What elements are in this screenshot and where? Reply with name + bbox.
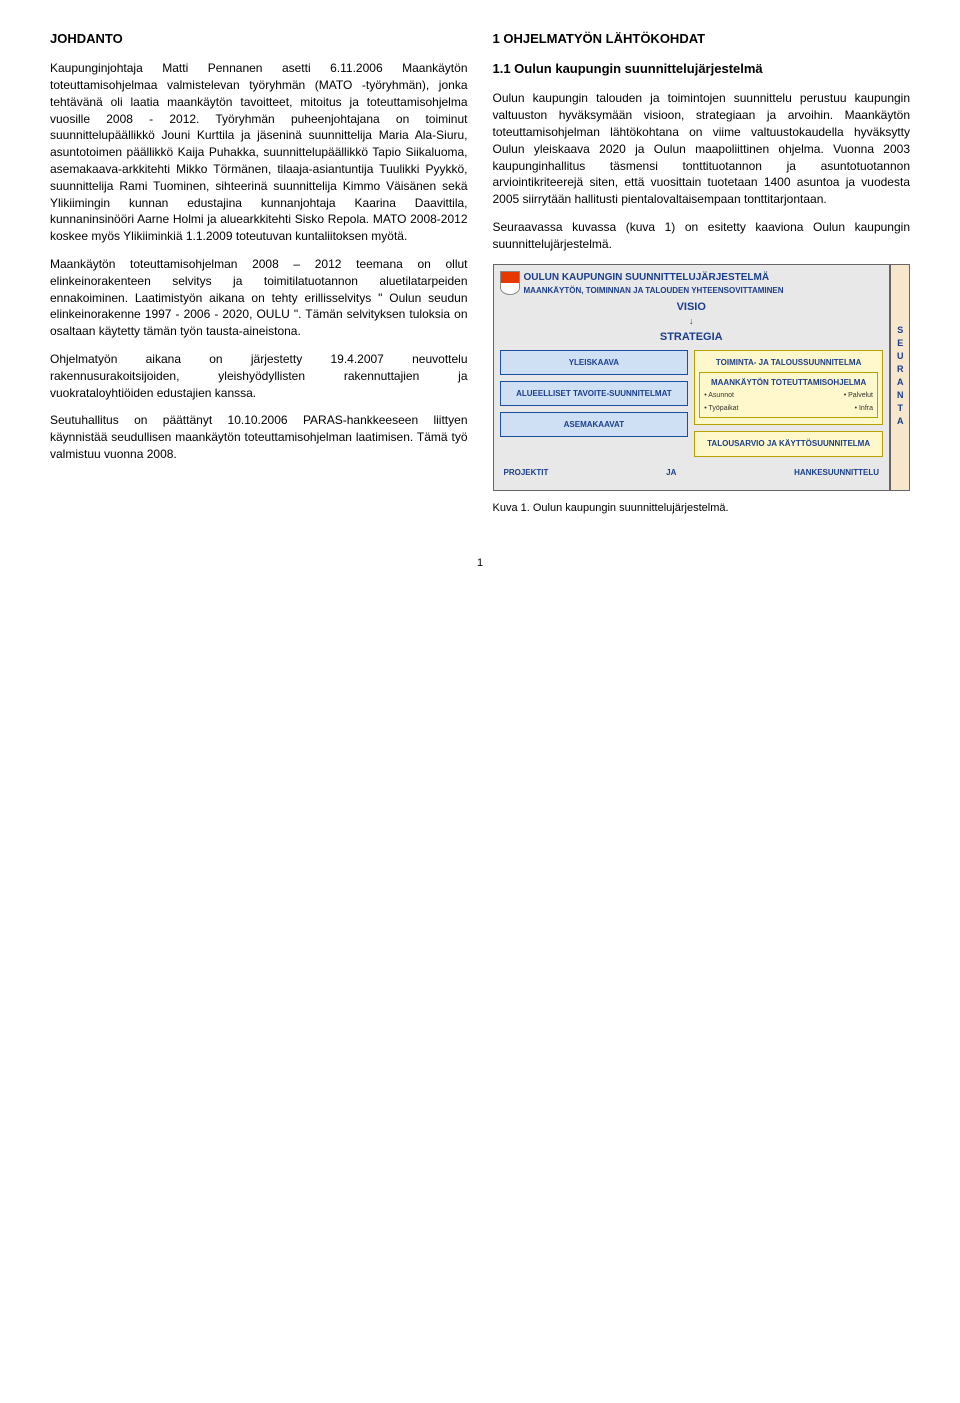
- diagram-caption: Kuva 1. Oulun kaupungin suunnittelujärje…: [493, 501, 911, 516]
- label-projektit: PROJEKTIT: [504, 467, 549, 478]
- diagram: OULUN KAUPUNGIN SUUNNITTELUJÄRJESTELMÄ M…: [493, 264, 891, 491]
- box-toiminta: TOIMINTA- JA TALOUSSUUNNITELMA MAANKÄYTÖ…: [694, 350, 883, 426]
- label-ja: JA: [666, 467, 676, 478]
- bullet-palvelut: • Palvelut: [844, 391, 873, 401]
- seuranta-sidebar: SEURANTA: [890, 264, 910, 491]
- right-title: 1 OHJELMATYÖN LÄHTÖKOHDAT: [493, 30, 911, 48]
- left-p4: Seutuhallitus on päättänyt 10.10.2006 PA…: [50, 412, 468, 462]
- arrow-down-icon: ↓: [500, 317, 884, 326]
- right-subtitle: 1.1 Oulun kaupungin suunnittelujärjestel…: [493, 60, 911, 78]
- diagram-strategia: STRATEGIA: [500, 330, 884, 345]
- diagram-container: OULUN KAUPUNGIN SUUNNITTELUJÄRJESTELMÄ M…: [493, 264, 911, 517]
- diagram-subtitle: MAANKÄYTÖN, TOIMINNAN JA TALOUDEN YHTEEN…: [524, 285, 784, 296]
- diagram-title: OULUN KAUPUNGIN SUUNNITTELUJÄRJESTELMÄ: [524, 271, 784, 285]
- left-title: JOHDANTO: [50, 30, 468, 48]
- diagram-visio: VISIO: [500, 300, 884, 315]
- box-toiminta-label: TOIMINTA- JA TALOUSSUUNNITELMA: [716, 358, 861, 367]
- box-yleiskaava: YLEISKAAVA: [500, 350, 689, 375]
- label-hanke: HANKESUUNNITTELU: [794, 467, 879, 478]
- box-alueelliset: ALUEELLISET TAVOITE-SUUNNITELMAT: [500, 381, 689, 406]
- right-p1: Oulun kaupungin talouden ja toimintojen …: [493, 90, 911, 208]
- bullet-tyopaikat: • Työpaikat: [704, 404, 738, 414]
- box-maankayton-label: MAANKÄYTÖN TOTEUTTAMISOHJELMA: [711, 378, 866, 387]
- bullet-asunnot: • Asunnot: [704, 391, 734, 401]
- left-p3: Ohjelmatyön aikana on järjestetty 19.4.2…: [50, 351, 468, 401]
- left-p2: Maankäytön toteuttamisohjelman 2008 – 20…: [50, 256, 468, 340]
- page-number: 1: [50, 556, 910, 571]
- box-talousarvio: TALOUSARVIO JA KÄYTTÖSUUNNITELMA: [694, 431, 883, 456]
- bullet-infra: • Infra: [855, 404, 873, 414]
- box-asemakaavat: ASEMAKAAVAT: [500, 412, 689, 437]
- right-p2: Seuraavassa kuvassa (kuva 1) on esitetty…: [493, 219, 911, 253]
- projektit-row: PROJEKTIT JA HANKESUUNNITTELU: [500, 465, 884, 480]
- left-p1: Kaupunginjohtaja Matti Pennanen asetti 6…: [50, 60, 468, 245]
- crest-icon: [500, 271, 520, 295]
